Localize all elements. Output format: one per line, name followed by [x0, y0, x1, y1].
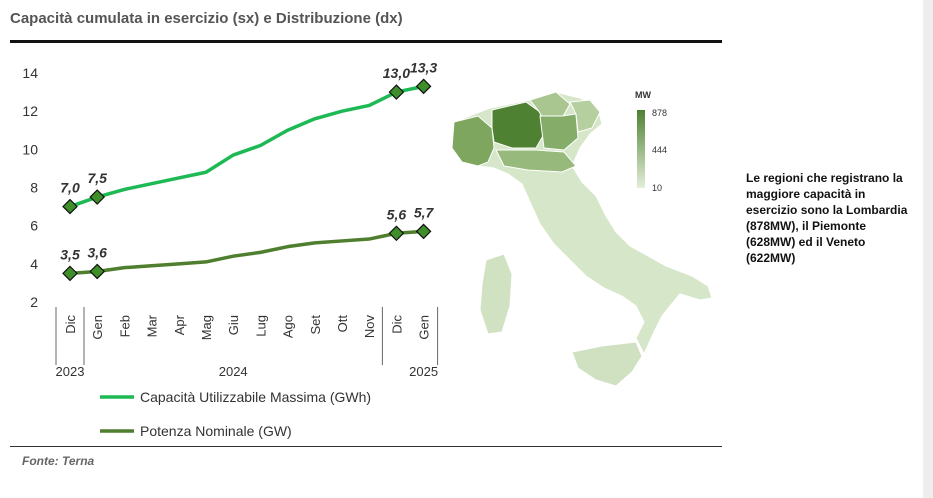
- year-label: 2025: [409, 364, 438, 379]
- data-point-marker: [62, 265, 78, 282]
- right-scrollbar-area: [923, 0, 933, 498]
- x-tick-label: Mag: [199, 315, 214, 340]
- distribution-note: Le regioni che registrano la maggiore ca…: [746, 171, 908, 265]
- x-tick-label: Dic: [389, 315, 404, 334]
- scale-label-mid: 444: [652, 145, 667, 155]
- data-label: 5,7: [414, 204, 435, 220]
- data-label: 13,0: [383, 65, 410, 81]
- bottom-rule: [10, 446, 722, 447]
- line-chart: 2 4 6 8 10 12 14 Dic Gen Feb Mar Apr Mag Giu Lug Ago Set…: [22, 59, 439, 439]
- y-tick-label: 4: [30, 256, 38, 272]
- data-label: 7,5: [87, 170, 107, 186]
- data-point-marker: [89, 189, 106, 205]
- x-tick-label: Ott: [335, 315, 350, 333]
- data-label: 13,3: [410, 59, 437, 75]
- y-tick-label: 8: [30, 180, 38, 196]
- x-tick-label: Gen: [417, 315, 432, 340]
- series-line-2: [69, 229, 424, 276]
- x-tick-label: Nov: [362, 315, 377, 339]
- y-tick-label: 14: [22, 65, 38, 81]
- region-emilia: [495, 149, 577, 173]
- x-tick-label: Giu: [226, 315, 241, 335]
- y-tick-label: 10: [22, 141, 38, 157]
- x-tick-label: Lug: [253, 315, 268, 337]
- data-label: 3,5: [60, 246, 80, 262]
- chart-title: Capacità cumulata in esercizio (sx) e Di…: [10, 10, 403, 27]
- data-point-marker: [62, 198, 78, 215]
- data-point-marker: [415, 78, 432, 95]
- y-tick-label: 2: [30, 294, 38, 310]
- scale-label-low: 10: [652, 183, 662, 193]
- y-tick-label: 6: [30, 218, 38, 234]
- data-point-marker: [89, 263, 106, 280]
- year-label: 2023: [56, 364, 85, 379]
- data-label: 3,6: [87, 244, 107, 260]
- legend-entry: Potenza Nominale (GW): [140, 423, 292, 439]
- x-tick-label: Feb: [117, 315, 132, 337]
- region-lombardia: [491, 101, 545, 149]
- y-tick-label: 12: [22, 103, 38, 119]
- scale-bar: [637, 110, 645, 188]
- region-veneto: [539, 113, 579, 151]
- data-label: 7,0: [60, 180, 80, 196]
- x-tick-label: Dic: [63, 315, 78, 334]
- data-point-marker: [415, 223, 432, 240]
- scale-label-high: 878: [652, 108, 667, 118]
- x-tick-label: Apr: [172, 314, 187, 335]
- data-point-marker: [388, 225, 405, 242]
- x-tick-label: Ago: [281, 315, 296, 338]
- data-label: 5,6: [387, 206, 407, 222]
- legend-entry: Capacità Utilizzabile Massima (GWh): [140, 389, 371, 405]
- x-tick-label: Mar: [145, 314, 160, 337]
- series-line-1: [69, 84, 424, 209]
- x-tick-label: Gen: [90, 315, 105, 340]
- italy-heatmap: MW 878 444 10: [451, 90, 713, 387]
- legend-title: MW: [635, 90, 651, 100]
- x-tick-label: Set: [308, 315, 323, 335]
- region-piemonte: [451, 115, 495, 167]
- title-rule: [10, 40, 722, 43]
- region-sicilia: [571, 341, 643, 387]
- data-point-marker: [388, 84, 405, 100]
- year-label: 2024: [219, 364, 248, 379]
- region-sardegna: [479, 253, 513, 335]
- source-note: Fonte: Terna: [22, 454, 95, 468]
- region-friuli: [569, 99, 601, 133]
